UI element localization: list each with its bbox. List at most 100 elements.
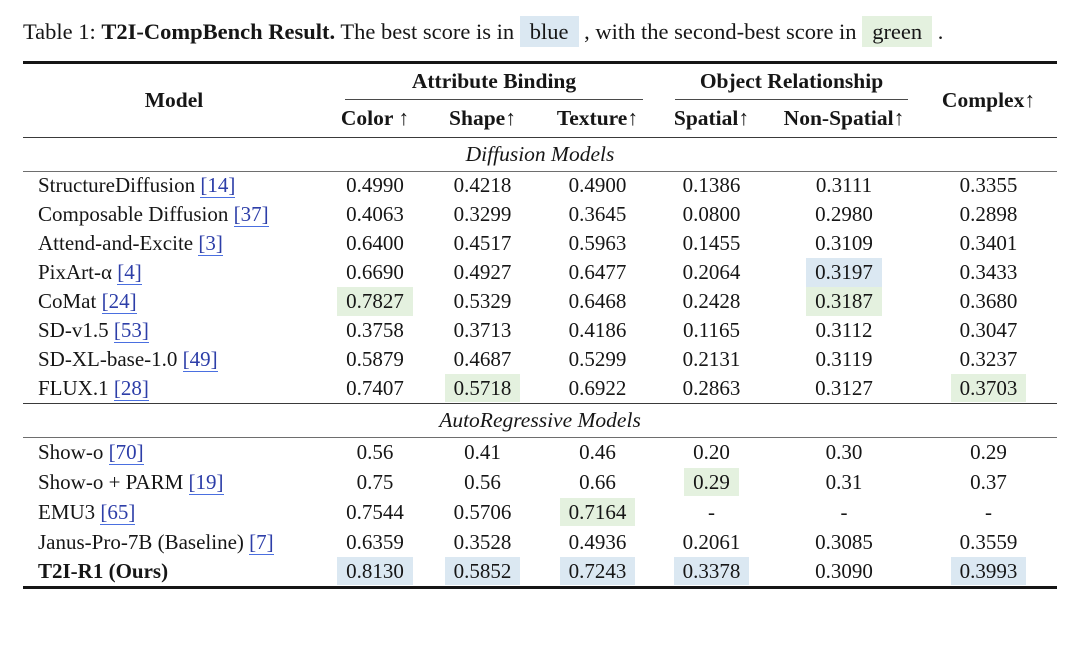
best-score-highlight: 0.8130 (337, 557, 413, 586)
score-cell: 0.3197 (768, 258, 920, 287)
caption-green-swatch: green (862, 16, 933, 47)
table-row: Composable Diffusion [37] 0.4063 0.3299 0.3… (23, 200, 1057, 229)
citation-link[interactable]: [65] (100, 499, 136, 525)
column-header-complex: Complex↑ (920, 62, 1058, 138)
score-cell: 0.1455 (682, 231, 741, 255)
citation-link[interactable]: [4] (117, 260, 142, 285)
score-cell: 0.3645 (568, 202, 627, 226)
score-cell: 0.1386 (682, 173, 741, 198)
citation-link[interactable]: [14] (200, 173, 236, 199)
caption-prefix: Table 1: (23, 19, 96, 44)
column-header-shape: Shape↑ (425, 100, 540, 138)
score-cell: 0.3680 (959, 289, 1018, 313)
best-score-highlight: 0.3993 (950, 557, 1027, 586)
score-cell: 0.5706 (453, 499, 512, 524)
table-row: Attend-and-Excite [3] 0.6400 0.4517 0.5963 0… (23, 229, 1057, 258)
citation-link[interactable]: [7] (249, 529, 274, 555)
score-cell: 0.3378 (655, 557, 768, 587)
model-name: T2I-R1 (Ours) (38, 558, 169, 583)
citation-link[interactable]: [37] (233, 202, 269, 227)
score-cell: 0.3111 (815, 173, 873, 198)
citation-link[interactable]: [70] (108, 439, 144, 465)
citation-link[interactable]: [53] (113, 318, 149, 343)
model-cell: Attend-and-Excite [3] (23, 229, 325, 258)
score-cell: - (840, 499, 848, 524)
score-cell: 0.3401 (959, 231, 1018, 255)
score-cell: 0.4218 (453, 173, 512, 198)
score-cell: 0.2061 (682, 529, 741, 554)
score-cell: 0.5963 (568, 231, 627, 255)
model-cell: Composable Diffusion [37] (23, 200, 325, 229)
model-name: Show-o (38, 439, 104, 464)
caption-text-1: The best score is in (340, 19, 515, 44)
score-cell: 0.5718 (425, 374, 540, 403)
score-cell: 0.3090 (815, 558, 873, 583)
citation-link[interactable]: [3] (198, 231, 223, 256)
score-cell: 0.2131 (682, 347, 741, 371)
table-row: CoMat [24] 0.7827 0.5329 0.6468 0.2428 0.3187… (23, 287, 1057, 316)
score-cell: 0.3109 (815, 231, 873, 255)
column-header-color: Color ↑ (325, 100, 425, 138)
score-cell: 0.4900 (568, 173, 627, 198)
score-cell: 0.6359 (346, 529, 404, 554)
score-cell: 0.5879 (346, 347, 404, 371)
model-cell: EMU3 [65] (23, 497, 325, 527)
column-group-attribute-binding: Attribute Binding (325, 62, 655, 100)
model-name: Show-o + PARM (38, 469, 184, 494)
score-cell: - (708, 499, 715, 524)
score-cell: 0.31 (825, 469, 863, 494)
table-row: T2I-R1 (Ours) 0.8130 0.5852 0.7243 0.3378 0.3… (23, 557, 1057, 587)
second-best-score-highlight: 0.29 (684, 467, 739, 497)
citation-link[interactable]: [49] (182, 347, 218, 372)
score-cell: 0.3047 (959, 318, 1018, 342)
score-cell: 0.3993 (920, 557, 1057, 587)
citation-link[interactable]: [19] (188, 469, 224, 495)
score-cell: 0.3112 (815, 318, 873, 342)
score-cell: 0.3299 (453, 202, 512, 226)
caption-text-2: , with the second-best score in (584, 19, 857, 44)
caption-title: T2I-CompBench Result. (101, 19, 336, 44)
table-header: Model Attribute Binding Object Relations… (23, 62, 1058, 138)
score-cell: 0.4927 (453, 260, 512, 284)
model-name: StructureDiffusion (38, 173, 196, 198)
score-cell: 0.29 (655, 467, 768, 497)
score-cell: 0.2428 (682, 289, 741, 313)
score-cell: 0.20 (693, 439, 730, 464)
score-cell: 0.41 (464, 439, 501, 464)
citation-link[interactable]: [24] (101, 289, 137, 314)
section-title: Diffusion Models (23, 137, 1058, 172)
column-group-label: Attribute Binding (345, 69, 643, 100)
column-group-label: Object Relationship (675, 69, 909, 100)
citation-link[interactable]: [28] (113, 375, 149, 401)
table-body: Diffusion Models StructureDiffusion [14] 0… (23, 137, 1058, 587)
table-row: SD-XL-base-1.0 [49] 0.5879 0.4687 0.5299 0.2… (23, 345, 1057, 374)
score-cell: 0.4063 (346, 202, 404, 226)
column-group-object-relationship: Object Relationship (655, 62, 920, 100)
model-name: CoMat (38, 289, 97, 313)
model-name: Janus-Pro-7B (Baseline) (38, 529, 244, 554)
score-cell: 0.6922 (568, 375, 627, 400)
score-cell: 0.3355 (959, 173, 1018, 198)
score-cell: 0.66 (579, 469, 616, 494)
score-cell: 0.0800 (682, 202, 741, 226)
benchmark-table: Model Attribute Binding Object Relations… (23, 60, 1058, 589)
model-name: FLUX.1 (38, 375, 109, 400)
second-best-score-highlight: 0.3187 (806, 287, 882, 316)
model-cell: Show-o [70] (23, 437, 325, 467)
score-cell: 0.3559 (959, 529, 1018, 554)
second-best-score-highlight: 0.5718 (444, 374, 521, 403)
best-score-highlight: 0.5852 (444, 557, 521, 586)
model-name: SD-v1.5 (38, 318, 109, 342)
score-cell: 0.3237 (959, 347, 1018, 371)
score-cell: 0.5329 (453, 289, 512, 313)
score-cell: 0.56 (464, 469, 501, 494)
score-cell: 0.7827 (325, 287, 425, 316)
best-score-highlight: 0.3197 (806, 258, 882, 287)
best-score-highlight: 0.7243 (559, 557, 636, 586)
score-cell: 0.46 (579, 439, 616, 464)
second-best-score-highlight: 0.7164 (559, 497, 636, 527)
score-cell: 0.1165 (683, 318, 740, 342)
score-cell: 0.3127 (815, 375, 873, 400)
score-cell: 0.2863 (682, 375, 741, 400)
score-cell: 0.3758 (346, 318, 404, 342)
